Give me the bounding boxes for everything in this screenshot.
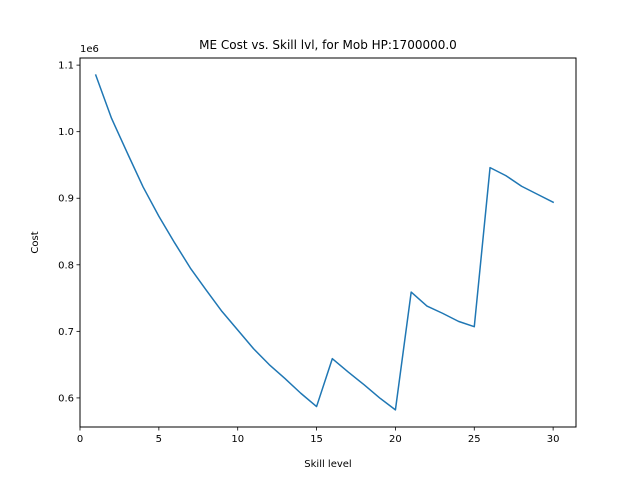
x-axis-label: Skill level [304, 459, 351, 470]
y-offset-label: 1e6 [80, 44, 99, 55]
y-tick-label: 1.0 [58, 127, 74, 138]
ticks-layer: 0 5 10 15 20 25 30 0.6 0.7 0.8 0.9 1.0 1.1 [58, 61, 559, 445]
y-tick-label: 1.1 [58, 61, 74, 72]
x-tick-label: 25 [468, 434, 481, 445]
y-tick-label: 0.9 [58, 194, 74, 205]
x-tick-label: 30 [547, 434, 560, 445]
x-tick-label: 10 [231, 434, 244, 445]
x-tick-label: 20 [389, 434, 402, 445]
x-tick-label: 15 [310, 434, 323, 445]
y-tick-label: 0.7 [58, 327, 74, 338]
y-tick-label: 0.6 [58, 393, 74, 404]
x-tick-label: 5 [156, 434, 162, 445]
y-tick-label: 0.8 [58, 260, 74, 271]
x-tick-label: 0 [77, 434, 83, 445]
y-axis-label: Cost [30, 231, 41, 253]
series-layer [94, 74, 555, 411]
plot-frame [79, 57, 577, 428]
chart-title: ME Cost vs. Skill lvl, for Mob HP:170000… [199, 38, 457, 52]
series-line [94, 74, 555, 411]
